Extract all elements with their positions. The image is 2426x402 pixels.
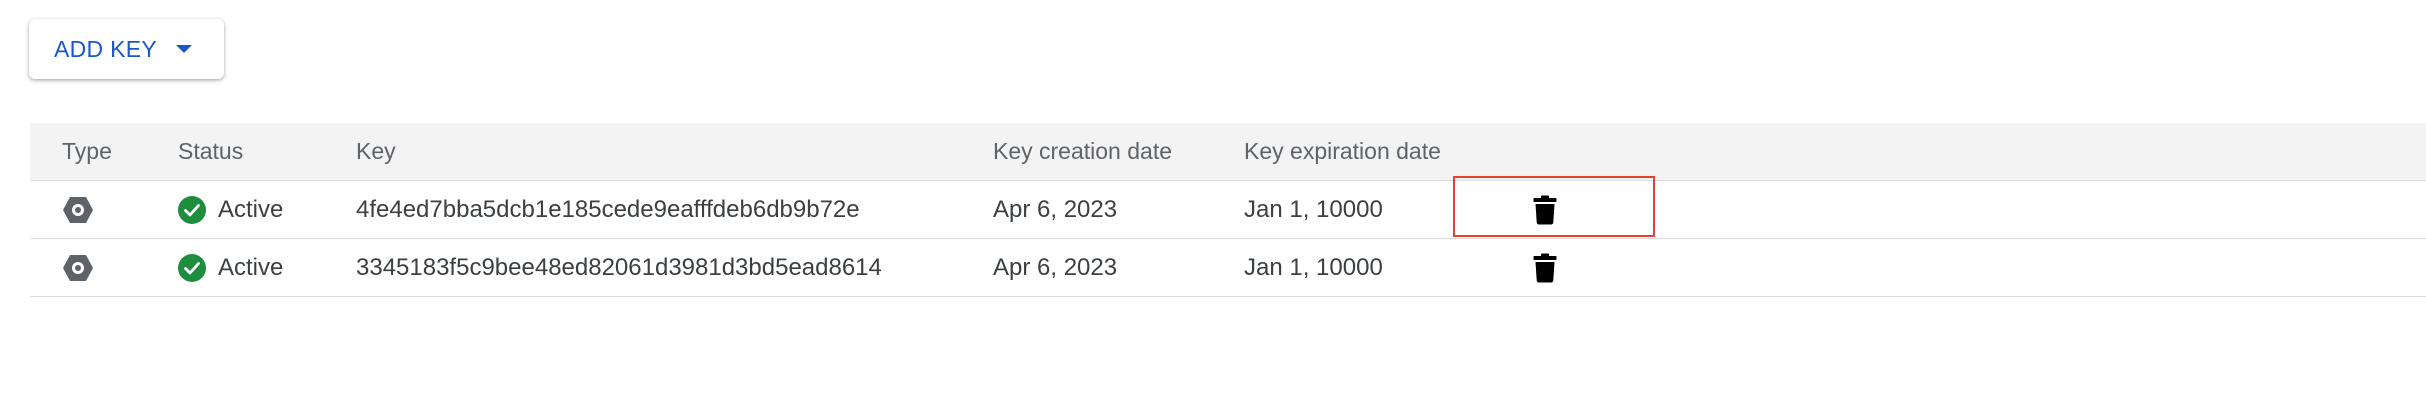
check-circle-icon <box>178 195 206 224</box>
add-key-label: ADD KEY <box>54 35 158 62</box>
status-cell: Active <box>178 181 283 238</box>
expiration-date-cell: Jan 1, 10000 <box>1244 253 1383 281</box>
column-header-creation-date: Key creation date <box>993 138 1173 164</box>
trash-icon <box>1533 195 1557 224</box>
column-header-status: Status <box>178 138 244 164</box>
status-cell: Active <box>178 239 283 296</box>
key-id-cell: 3345183f5c9bee48ed82061d3981d3bd5ead8614 <box>356 253 882 281</box>
creation-date-cell: Apr 6, 2023 <box>993 253 1118 281</box>
key-id-cell: 4fe4ed7bba5dcb1e185cede9eafffdeb6db9b72e <box>356 195 860 223</box>
creation-date-cell: Apr 6, 2023 <box>993 195 1118 223</box>
keys-table: Type Status Key Key creation date Key ex… <box>30 123 2426 297</box>
status-text: Active <box>218 195 284 223</box>
status-text: Active <box>218 253 284 281</box>
check-circle-icon <box>178 253 206 282</box>
expiration-date-cell: Jan 1, 10000 <box>1244 195 1383 223</box>
delete-key-button[interactable] <box>1527 250 1563 286</box>
type-cell <box>62 181 94 238</box>
caret-down-icon <box>176 45 193 53</box>
table-row: Active 4fe4ed7bba5dcb1e185cede9eafffdeb6… <box>30 181 2426 239</box>
action-cell <box>1527 181 1563 238</box>
key-type-hexagon-icon <box>62 253 94 283</box>
table-header-row: Type Status Key Key creation date Key ex… <box>30 123 2426 181</box>
table-row: Active 3345183f5c9bee48ed82061d3981d3bd5… <box>30 239 2426 297</box>
delete-key-button[interactable] <box>1527 192 1563 228</box>
type-cell <box>62 239 94 296</box>
add-key-button[interactable]: ADD KEY <box>29 19 224 79</box>
column-header-expiration-date: Key expiration date <box>1244 138 1441 164</box>
column-header-type: Type <box>62 138 112 164</box>
key-type-hexagon-icon <box>62 195 94 225</box>
trash-icon <box>1533 253 1557 282</box>
column-header-key: Key <box>356 138 396 164</box>
action-cell <box>1527 239 1563 296</box>
